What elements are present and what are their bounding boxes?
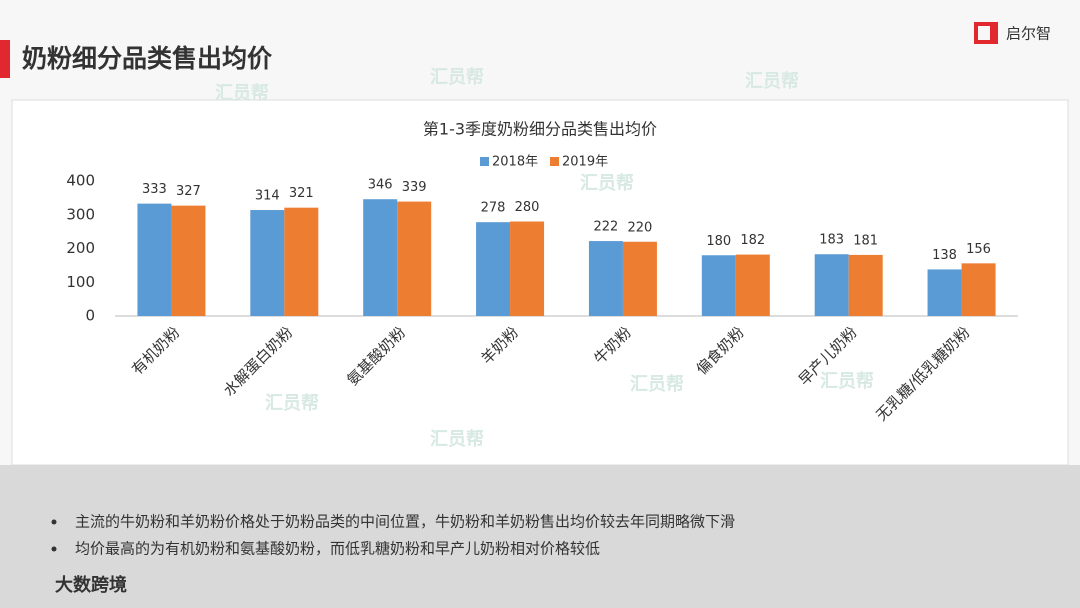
watermark: 汇员帮 — [430, 66, 484, 88]
bar — [137, 203, 172, 316]
value-label: 180 — [706, 234, 731, 249]
value-label: 138 — [932, 248, 957, 263]
value-label: 314 — [255, 189, 280, 204]
bar — [510, 221, 545, 316]
watermark: 汇员帮 — [430, 428, 484, 450]
notes-panel — [0, 465, 1080, 608]
watermark: 汇员帮 — [745, 70, 799, 92]
watermarks: 汇员帮 汇员帮 汇员帮 汇员帮 汇员帮 汇员帮 汇员帮 汇员帮 — [215, 66, 874, 450]
legend-label: 2018年 — [492, 155, 538, 170]
legend-swatch — [480, 157, 489, 166]
note: 均价最高的为有机奶粉和氨基酸奶粉，而低乳糖奶粉和早产儿奶粉相对价格较低 — [75, 540, 600, 558]
bar — [397, 201, 432, 316]
note: 主流的牛奶粉和羊奶粉价格处于奶粉品类的中间位置，牛奶粉和羊奶粉售出均价较去年同期… — [75, 513, 735, 531]
bar — [927, 269, 962, 316]
y-tick-label: 100 — [66, 273, 95, 291]
y-tick-label: 0 — [85, 307, 95, 325]
bar — [961, 263, 996, 316]
watermark: 汇员帮 — [215, 82, 269, 104]
bar — [363, 199, 398, 316]
bullet — [51, 546, 57, 552]
value-label: 333 — [142, 182, 167, 197]
logo-mark — [974, 22, 998, 44]
watermark: 汇员帮 — [630, 373, 684, 395]
title-accent — [0, 40, 10, 78]
value-label: 181 — [853, 233, 878, 248]
value-label: 220 — [628, 220, 653, 235]
value-label: 183 — [819, 233, 844, 248]
bullet — [51, 519, 57, 525]
chart-title: 第1-3季度奶粉细分品类售出均价 — [423, 120, 657, 139]
watermark: 汇员帮 — [820, 370, 874, 392]
value-label: 156 — [966, 242, 991, 257]
y-tick-label: 400 — [66, 172, 95, 190]
watermark: 汇员帮 — [265, 392, 319, 414]
bar — [171, 205, 206, 316]
bar — [250, 210, 285, 316]
bar — [848, 254, 883, 316]
legend-swatch — [550, 157, 559, 166]
bar — [588, 241, 623, 316]
watermark: 大数跨境 — [55, 574, 127, 596]
value-label: 321 — [289, 186, 314, 201]
value-label: 339 — [402, 180, 427, 195]
legend-label: 2019年 — [562, 155, 608, 170]
y-tick-label: 300 — [66, 205, 95, 223]
bar — [814, 254, 849, 316]
slide-title: 奶粉细分品类售出均价 — [22, 44, 273, 73]
value-label: 280 — [515, 200, 540, 215]
bar — [735, 254, 770, 316]
watermark: 汇员帮 — [580, 172, 634, 194]
bar — [622, 241, 657, 316]
value-label: 182 — [740, 233, 765, 248]
value-label: 278 — [481, 201, 506, 216]
bar — [284, 207, 319, 316]
value-label: 346 — [368, 178, 393, 193]
bar — [701, 255, 736, 316]
logo-text: 启尔智 — [1006, 25, 1051, 43]
bar — [476, 222, 511, 316]
y-tick-label: 200 — [66, 239, 95, 257]
value-label: 222 — [594, 220, 619, 235]
value-label: 327 — [176, 184, 201, 199]
